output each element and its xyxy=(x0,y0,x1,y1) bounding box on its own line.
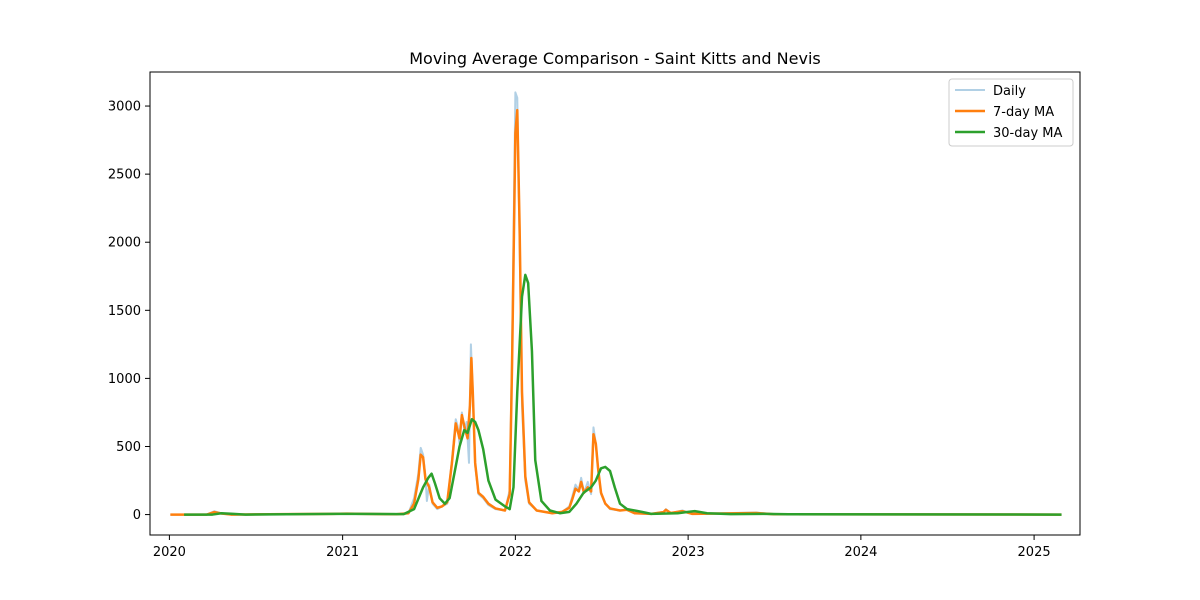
x-tick-label: 2023 xyxy=(672,545,705,560)
y-tick-label: 1500 xyxy=(108,304,141,319)
series-layer xyxy=(170,91,1062,516)
x-tick-label: 2020 xyxy=(153,545,186,560)
x-tick-label: 2024 xyxy=(844,545,877,560)
x-axis: 2020 2021 2022 2023 2024 2025 xyxy=(153,535,1051,560)
y-tick-label: 2000 xyxy=(108,236,141,251)
series-line-30-day-ma xyxy=(184,273,1062,516)
series-line-daily xyxy=(170,91,1062,516)
y-tick-label: 3000 xyxy=(108,100,141,115)
x-tick-label: 2022 xyxy=(499,545,532,560)
y-tick-label: 500 xyxy=(116,440,141,455)
y-tick-label: 1000 xyxy=(108,372,141,387)
chart-title: Moving Average Comparison - Saint Kitts … xyxy=(409,49,820,68)
legend-box xyxy=(948,78,1074,147)
x-tick-label: 2025 xyxy=(1018,545,1051,560)
legend: Daily 7-day MA 30-day MA xyxy=(948,78,1074,147)
y-tick-label: 0 xyxy=(133,508,141,523)
y-tick-label: 2500 xyxy=(108,168,141,183)
x-tick-label: 2021 xyxy=(326,545,359,560)
plot-frame xyxy=(149,71,1081,536)
y-axis: 0 500 1000 1500 2000 2500 3000 xyxy=(108,100,150,523)
legend-label-7-day-ma: 7-day MA xyxy=(993,105,1054,120)
legend-label-30-day-ma: 30-day MA xyxy=(993,126,1062,141)
legend-label-daily: Daily xyxy=(993,84,1026,99)
series-line-7-day-ma xyxy=(170,108,1062,516)
